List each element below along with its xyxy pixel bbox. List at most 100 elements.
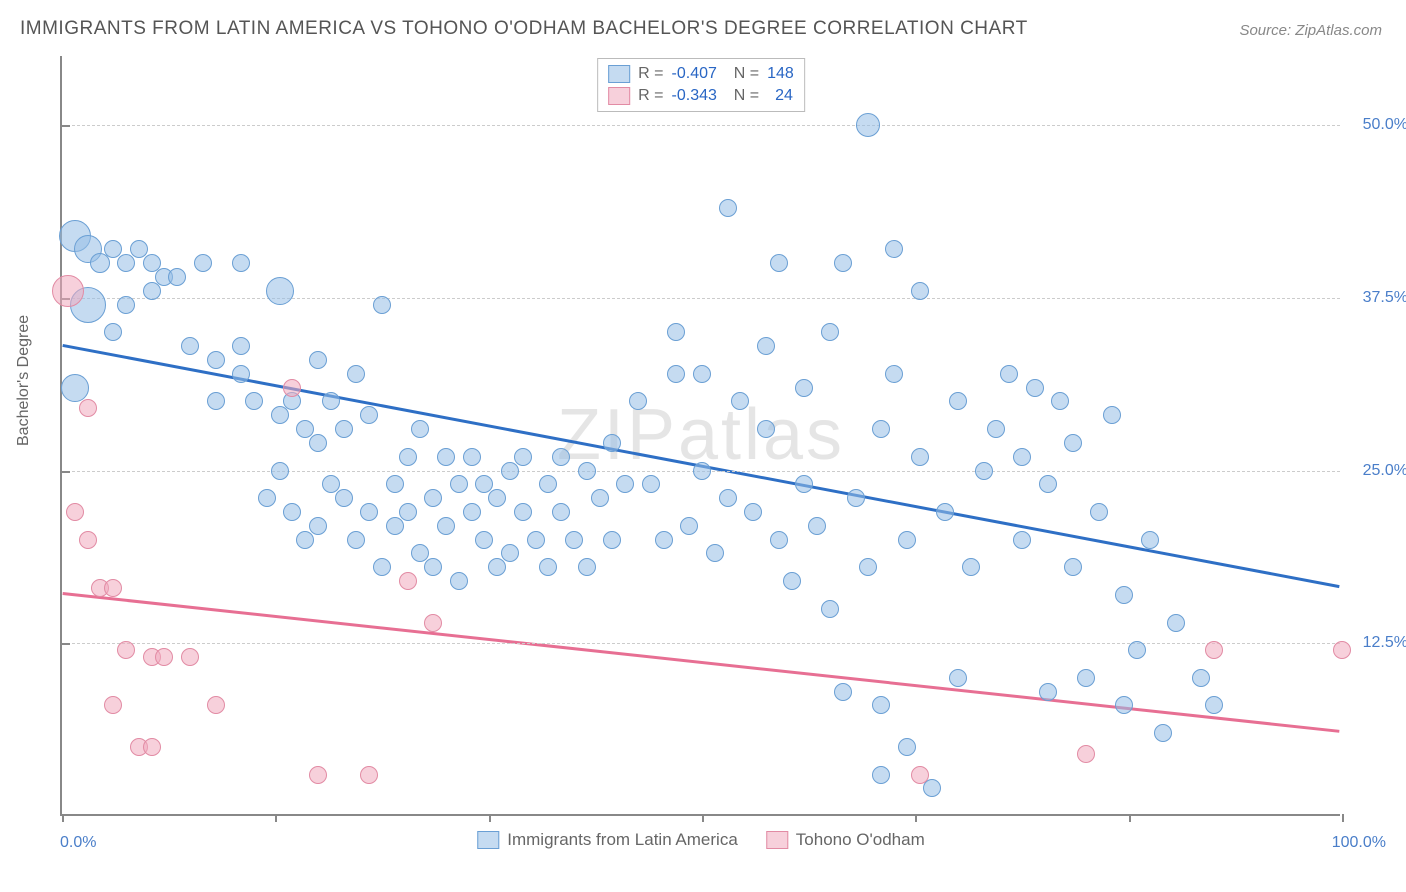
data-point-series2	[117, 641, 135, 659]
data-point-series1	[437, 517, 455, 535]
data-point-series2	[104, 696, 122, 714]
series2-name: Tohono O'odham	[796, 830, 925, 850]
data-point-series1	[488, 489, 506, 507]
data-point-series1	[795, 379, 813, 397]
data-point-series1	[450, 572, 468, 590]
x-tick	[489, 814, 491, 822]
data-point-series1	[936, 503, 954, 521]
legend-row-series1: R = -0.407 N = 148	[608, 63, 794, 85]
data-point-series2	[424, 614, 442, 632]
data-point-series1	[808, 517, 826, 535]
data-point-series1	[770, 531, 788, 549]
data-point-series1	[693, 462, 711, 480]
series1-name: Immigrants from Latin America	[507, 830, 738, 850]
data-point-series1	[501, 544, 519, 562]
data-point-series1	[744, 503, 762, 521]
data-point-series1	[1064, 558, 1082, 576]
data-point-series1	[847, 489, 865, 507]
data-point-series1	[283, 503, 301, 521]
data-point-series1	[61, 374, 89, 402]
n-label: N =	[725, 65, 759, 83]
data-point-series1	[898, 738, 916, 756]
data-point-series1	[719, 199, 737, 217]
data-point-series1	[872, 420, 890, 438]
data-point-series1	[1000, 365, 1018, 383]
data-point-series1	[424, 558, 442, 576]
data-point-series1	[266, 277, 294, 305]
data-point-series1	[527, 531, 545, 549]
y-tick	[62, 471, 70, 473]
data-point-series2	[52, 275, 84, 307]
data-point-series1	[335, 489, 353, 507]
data-point-series1	[578, 558, 596, 576]
gridline	[62, 125, 1340, 126]
data-point-series1	[373, 296, 391, 314]
y-tick-label: 12.5%	[1348, 634, 1406, 652]
data-point-series1	[591, 489, 609, 507]
data-point-series1	[872, 696, 890, 714]
data-point-series1	[1167, 614, 1185, 632]
legend-item-series2: Tohono O'odham	[766, 830, 925, 850]
data-point-series1	[181, 337, 199, 355]
r-label: R =	[638, 65, 663, 83]
data-point-series1	[885, 365, 903, 383]
data-point-series1	[399, 503, 417, 521]
data-point-series1	[706, 544, 724, 562]
data-point-series1	[1192, 669, 1210, 687]
data-point-series1	[360, 406, 378, 424]
data-point-series1	[693, 365, 711, 383]
swatch-series1	[477, 831, 499, 849]
data-point-series1	[539, 475, 557, 493]
data-point-series1	[360, 503, 378, 521]
n-value-series1: 148	[767, 65, 794, 83]
data-point-series1	[603, 531, 621, 549]
n-value-series2: 24	[767, 87, 793, 105]
data-point-series1	[539, 558, 557, 576]
data-point-series2	[66, 503, 84, 521]
data-point-series1	[821, 323, 839, 341]
data-point-series1	[1128, 641, 1146, 659]
data-point-series1	[872, 766, 890, 784]
data-point-series1	[296, 531, 314, 549]
data-point-series2	[1077, 745, 1095, 763]
gridline	[62, 643, 1340, 644]
chart-container: IMMIGRANTS FROM LATIN AMERICA VS TOHONO …	[0, 0, 1406, 892]
data-point-series1	[117, 254, 135, 272]
legend-row-series2: R = -0.343 N = 24	[608, 85, 794, 107]
data-point-series1	[104, 323, 122, 341]
data-point-series1	[1051, 392, 1069, 410]
r-label: R =	[638, 87, 663, 105]
x-tick	[915, 814, 917, 822]
data-point-series1	[117, 296, 135, 314]
data-point-series1	[245, 392, 263, 410]
data-point-series1	[232, 337, 250, 355]
data-point-series1	[616, 475, 634, 493]
data-point-series1	[271, 462, 289, 480]
data-point-series1	[911, 448, 929, 466]
data-point-series1	[309, 434, 327, 452]
chart-title: IMMIGRANTS FROM LATIN AMERICA VS TOHONO …	[20, 18, 1028, 40]
swatch-series2	[608, 87, 630, 105]
data-point-series1	[1090, 503, 1108, 521]
data-point-series1	[1154, 724, 1172, 742]
data-point-series1	[667, 365, 685, 383]
data-point-series1	[424, 489, 442, 507]
data-point-series1	[1039, 475, 1057, 493]
y-axis-label: Bachelor's Degree	[15, 315, 33, 446]
data-point-series1	[309, 351, 327, 369]
data-point-series1	[309, 517, 327, 535]
data-point-series1	[437, 448, 455, 466]
data-point-series1	[386, 517, 404, 535]
data-point-series1	[373, 558, 391, 576]
r-value-series1: -0.407	[672, 65, 717, 83]
swatch-series2	[766, 831, 788, 849]
data-point-series1	[834, 254, 852, 272]
data-point-series1	[859, 558, 877, 576]
x-min-label: 0.0%	[60, 834, 96, 852]
y-tick-label: 25.0%	[1348, 462, 1406, 480]
y-tick	[62, 125, 70, 127]
data-point-series1	[194, 254, 212, 272]
y-tick	[62, 643, 70, 645]
data-point-series1	[514, 503, 532, 521]
data-point-series2	[399, 572, 417, 590]
